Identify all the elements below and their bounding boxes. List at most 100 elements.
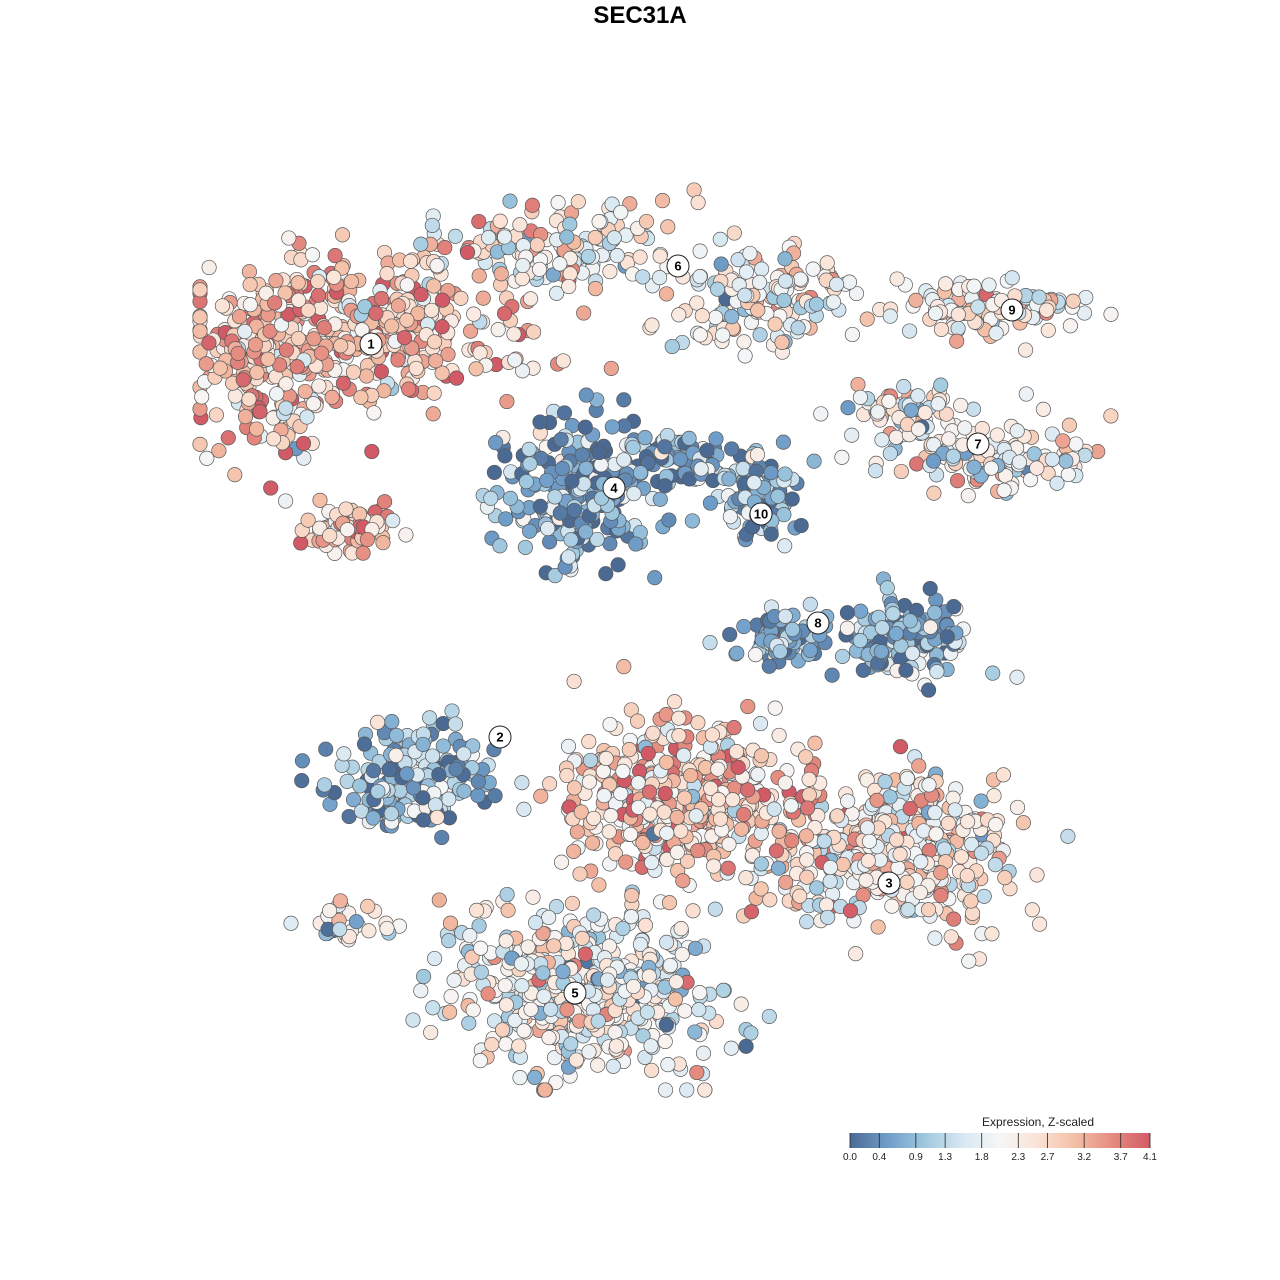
- data-point: [874, 432, 890, 448]
- data-point: [533, 788, 549, 804]
- data-point: [506, 326, 522, 342]
- data-point: [422, 710, 438, 726]
- data-point: [702, 495, 718, 511]
- data-point: [692, 327, 708, 343]
- data-point: [684, 513, 700, 529]
- data-point: [939, 629, 955, 645]
- cluster-label-text: 8: [814, 616, 821, 631]
- data-point: [776, 507, 792, 523]
- data-point: [912, 884, 928, 901]
- data-point: [809, 880, 825, 896]
- data-point: [606, 230, 622, 246]
- data-point: [461, 1015, 477, 1031]
- data-point: [581, 1044, 597, 1060]
- data-point: [925, 453, 942, 469]
- data-point: [981, 277, 997, 293]
- data-point: [402, 253, 419, 269]
- data-point: [384, 318, 400, 334]
- data-point: [859, 311, 875, 327]
- data-point: [359, 531, 375, 548]
- data-point: [754, 261, 770, 277]
- data-point: [953, 397, 969, 413]
- cluster-label: 10: [749, 502, 773, 526]
- data-point: [381, 762, 397, 778]
- data-point: [652, 248, 668, 264]
- data-point: [326, 269, 342, 285]
- data-point: [444, 703, 460, 719]
- data-point: [300, 512, 316, 528]
- data-point: [426, 278, 442, 294]
- data-point: [689, 295, 705, 311]
- data-point: [752, 327, 768, 343]
- data-point: [695, 1045, 712, 1061]
- data-point: [577, 419, 593, 435]
- data-point: [269, 386, 285, 402]
- data-point: [660, 219, 676, 235]
- data-point: [822, 859, 838, 876]
- data-point: [465, 1002, 481, 1018]
- data-point: [840, 793, 856, 809]
- data-point: [984, 926, 1000, 942]
- data-point: [820, 909, 836, 925]
- data-point: [913, 854, 929, 870]
- data-point: [566, 502, 582, 518]
- data-point: [1009, 799, 1026, 815]
- data-point: [964, 836, 980, 852]
- data-point: [988, 817, 1004, 833]
- data-point: [917, 405, 933, 421]
- data-point: [853, 603, 869, 619]
- data-point: [664, 338, 680, 355]
- data-point: [260, 351, 276, 367]
- data-point: [671, 307, 687, 323]
- data-point: [762, 892, 778, 908]
- data-point: [724, 309, 740, 325]
- data-point: [440, 346, 456, 362]
- legend-tick-label: 2.3: [1011, 1152, 1025, 1163]
- data-point: [884, 898, 900, 914]
- cluster-label-badge: [877, 871, 901, 895]
- data-point: [834, 648, 851, 664]
- data-point: [689, 1064, 705, 1081]
- data-point: [435, 738, 451, 754]
- data-point: [753, 856, 769, 872]
- data-point: [498, 997, 514, 1013]
- data-point: [973, 793, 989, 809]
- data-point: [227, 388, 243, 404]
- data-point: [546, 938, 562, 954]
- data-point: [940, 815, 956, 831]
- data-point: [844, 326, 860, 343]
- data-point: [615, 763, 631, 779]
- data-point: [916, 823, 932, 839]
- data-point: [470, 774, 486, 790]
- data-point: [722, 509, 738, 525]
- data-point: [502, 193, 518, 209]
- data-point: [1049, 475, 1065, 491]
- data-point: [784, 491, 800, 507]
- data-point: [623, 909, 639, 925]
- data-point: [473, 940, 489, 956]
- data-point: [658, 1017, 674, 1033]
- data-point: [449, 370, 465, 386]
- data-point: [199, 450, 215, 466]
- data-point: [630, 799, 646, 815]
- data-point: [211, 443, 227, 459]
- data-point: [777, 608, 793, 624]
- data-point: [293, 535, 309, 551]
- data-point: [590, 1057, 606, 1073]
- data-point: [842, 903, 859, 919]
- data-point: [576, 305, 592, 321]
- data-point: [793, 517, 809, 534]
- cluster-label-text: 9: [1008, 303, 1015, 318]
- data-point: [987, 857, 1003, 873]
- data-point: [699, 442, 715, 459]
- data-point: [870, 404, 886, 420]
- data-point: [799, 852, 815, 868]
- data-point: [692, 243, 708, 259]
- data-point: [235, 372, 251, 388]
- data-point: [258, 285, 274, 301]
- data-point: [511, 1038, 527, 1054]
- data-point: [358, 368, 375, 384]
- data-point: [704, 727, 720, 743]
- data-point: [360, 898, 376, 914]
- data-point: [540, 520, 556, 537]
